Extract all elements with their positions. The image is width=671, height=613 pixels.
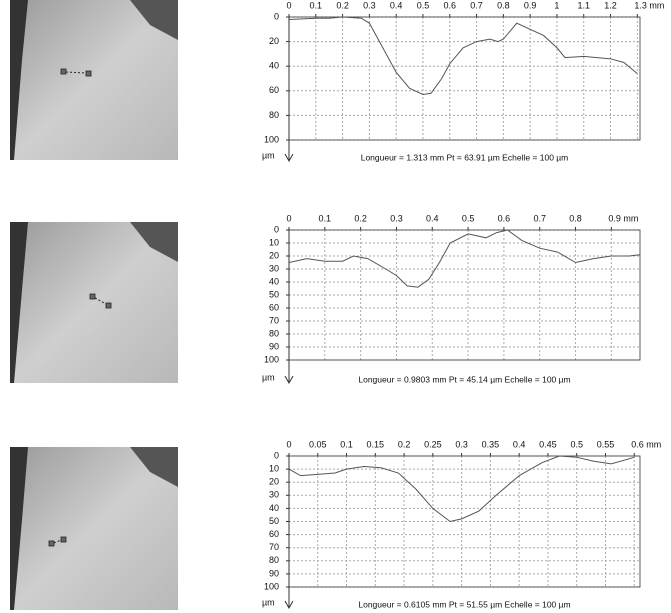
y-tick-label: 50	[269, 516, 279, 526]
x-tick-label: 0.9 mm	[608, 213, 638, 223]
x-tick-label: 0.9	[524, 0, 537, 10]
x-tick-label: 0.6	[498, 213, 511, 223]
x-tick-label: 1.3 mm	[634, 0, 664, 10]
x-tick-label: 0.3	[390, 213, 403, 223]
x-tick-label: 0.2	[398, 439, 411, 449]
x-tick-label: 0.2	[336, 0, 349, 10]
y-tick-label: 0	[274, 11, 279, 21]
y-tick-label: 30	[269, 263, 279, 273]
x-tick-label: 0.5	[462, 213, 475, 223]
y-tick-label: 20	[269, 477, 279, 487]
x-tick-label: 0.6 mm	[631, 439, 661, 449]
y-tick-label: 80	[269, 328, 279, 338]
x-tick-label: 0.1	[319, 213, 332, 223]
y-tick-label: 100	[264, 581, 279, 591]
y-tick-label: 60	[269, 529, 279, 539]
y-tick-label: 100	[264, 134, 279, 144]
caption: Longueur = 0.9803 mm Pt = 45.14 µm Echel…	[358, 374, 570, 384]
y-tick-label: 40	[269, 503, 279, 513]
x-tick-label: 0.2	[354, 213, 367, 223]
x-tick-label: 0.5	[570, 439, 583, 449]
y-axis-arrow	[284, 153, 294, 163]
x-tick-label: 0.7	[533, 213, 546, 223]
caption: Longueur = 0.6105 mm Pt = 51.55 µm Echel…	[358, 599, 570, 609]
y-tick-label: 50	[269, 289, 279, 299]
y-tick-label: 30	[269, 490, 279, 500]
y-tick-label: 60	[269, 302, 279, 312]
x-tick-label: 0	[286, 213, 291, 223]
plot-frame	[288, 16, 641, 141]
x-tick-label: 1.1	[577, 0, 590, 10]
x-tick-label: 0.1	[310, 0, 323, 10]
x-tick-label: 0	[286, 439, 291, 449]
x-tick-label: 0.3	[363, 0, 376, 10]
y-tick-label: 90	[269, 568, 279, 578]
y-tick-label: 20	[269, 250, 279, 260]
x-tick-label: 0.7	[470, 0, 483, 10]
x-tick-label: 0.25	[424, 439, 442, 449]
y-axis-label: µm	[262, 597, 275, 607]
y-tick-label: 100	[264, 354, 279, 364]
y-axis-label: µm	[262, 150, 275, 160]
micrograph	[10, 0, 178, 160]
x-tick-label: 1.2	[604, 0, 617, 10]
x-tick-label: 0.4	[426, 213, 439, 223]
y-tick-label: 40	[269, 61, 279, 71]
y-tick-label: 10	[269, 463, 279, 473]
x-tick-label: 0.3	[455, 439, 468, 449]
x-tick-label: 0.6	[444, 0, 457, 10]
profile-line	[288, 229, 641, 288]
y-tick-label: 10	[269, 237, 279, 247]
x-tick-label: 0.05	[309, 439, 327, 449]
y-axis-label: µm	[262, 372, 275, 382]
y-tick-label: 60	[269, 85, 279, 95]
x-tick-label: 0.15	[367, 439, 385, 449]
y-tick-label: 80	[269, 555, 279, 565]
y-tick-label: 80	[269, 110, 279, 120]
y-tick-label: 0	[274, 450, 279, 460]
y-tick-label: 70	[269, 542, 279, 552]
x-tick-label: 0.45	[539, 439, 557, 449]
x-tick-label: 0.55	[597, 439, 615, 449]
x-tick-label: 0.4	[513, 439, 526, 449]
x-tick-label: 1	[554, 0, 559, 10]
micrograph	[10, 222, 178, 383]
micrograph	[10, 447, 178, 610]
y-tick-label: 20	[269, 36, 279, 46]
profile-line	[288, 455, 635, 523]
x-tick-label: 0.5	[417, 0, 430, 10]
x-tick-label: 0.8	[497, 0, 510, 10]
y-axis-arrow	[284, 375, 294, 385]
x-tick-label: 0.1	[340, 439, 353, 449]
x-tick-label: 0.8	[569, 213, 582, 223]
y-tick-label: 90	[269, 341, 279, 351]
profile-line	[288, 16, 638, 96]
y-tick-label: 70	[269, 315, 279, 325]
caption: Longueur = 1.313 mm Pt = 63.91 µm Echell…	[361, 152, 569, 162]
x-tick-label: 0.35	[482, 439, 500, 449]
x-tick-label: 0.4	[390, 0, 403, 10]
y-tick-label: 0	[274, 224, 279, 234]
y-axis-arrow	[284, 600, 294, 610]
y-tick-label: 40	[269, 276, 279, 286]
x-tick-label: 0	[286, 0, 291, 10]
